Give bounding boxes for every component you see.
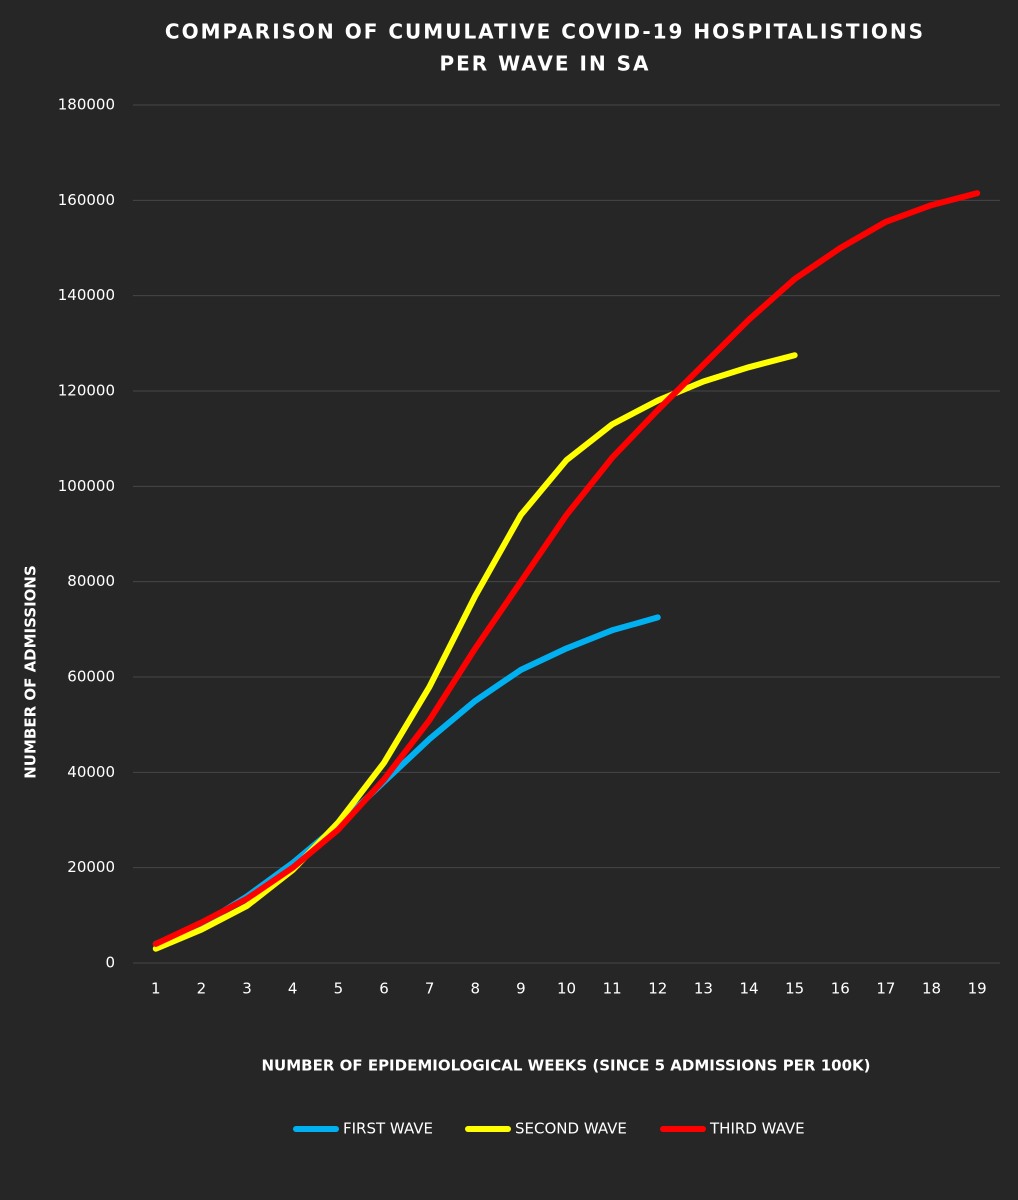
x-tick-label: 5 xyxy=(334,980,344,998)
y-tick-label: 100000 xyxy=(58,477,115,495)
legend-label: SECOND WAVE xyxy=(515,1120,627,1138)
y-tick-label: 60000 xyxy=(67,668,115,686)
chart-title: COMPARISON OF CUMULATIVE COVID-19 HOSPIT… xyxy=(165,20,925,44)
x-tick-label: 3 xyxy=(242,980,252,998)
y-axis-title: NUMBER OF ADMISSIONS xyxy=(22,565,40,779)
y-tick-label: 180000 xyxy=(58,96,115,114)
y-tick-label: 40000 xyxy=(67,763,115,781)
x-tick-label: 4 xyxy=(288,980,298,998)
y-tick-label: 0 xyxy=(105,954,115,972)
x-tick-label: 10 xyxy=(557,980,576,998)
x-tick-label: 18 xyxy=(922,980,941,998)
y-tick-label: 160000 xyxy=(58,191,115,209)
x-tick-label: 14 xyxy=(739,980,758,998)
x-axis-title: NUMBER OF EPIDEMIOLOGICAL WEEKS (SINCE 5… xyxy=(261,1057,870,1075)
x-tick-label: 8 xyxy=(470,980,480,998)
x-tick-label: 19 xyxy=(968,980,987,998)
series-line xyxy=(152,352,798,952)
chart-subtitle: PER WAVE IN SA xyxy=(439,52,650,76)
y-tick-label: 140000 xyxy=(58,286,115,304)
x-tick-label: 12 xyxy=(648,980,667,998)
x-tick-label: 1 xyxy=(151,980,161,998)
x-tick-label: 9 xyxy=(516,980,526,998)
series-line xyxy=(152,190,981,947)
x-tick-label: 6 xyxy=(379,980,389,998)
x-tick-label: 2 xyxy=(197,980,207,998)
legend-label: FIRST WAVE xyxy=(343,1120,433,1138)
x-tick-label: 11 xyxy=(603,980,622,998)
y-tick-label: 80000 xyxy=(67,572,115,590)
y-tick-label: 120000 xyxy=(58,382,115,400)
x-tick-label: 16 xyxy=(831,980,850,998)
x-tick-label: 17 xyxy=(876,980,895,998)
x-tick-label: 13 xyxy=(694,980,713,998)
legend-label: THIRD WAVE xyxy=(709,1120,805,1138)
x-tick-label: 7 xyxy=(425,980,435,998)
y-tick-label: 20000 xyxy=(67,858,115,876)
x-tick-label: 15 xyxy=(785,980,804,998)
